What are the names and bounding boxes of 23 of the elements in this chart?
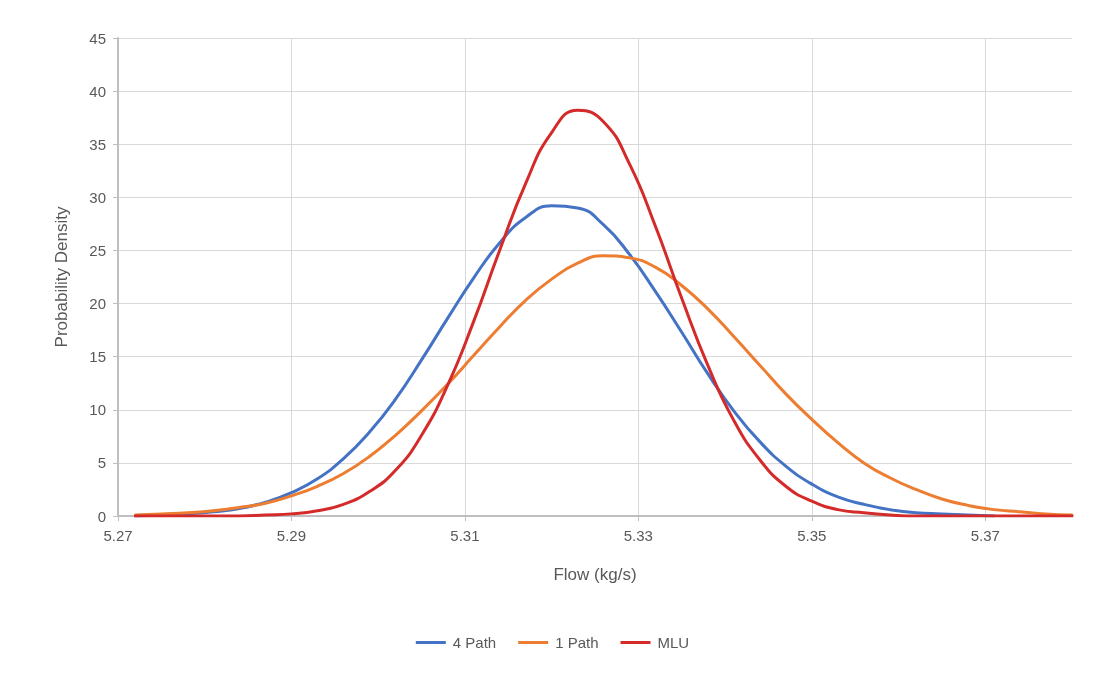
x-tick-label: 5.37 — [970, 527, 1000, 544]
y-tick-label: 40 — [89, 82, 106, 100]
y-tick-label: 35 — [89, 135, 106, 153]
x-tick-label: 5.29 — [276, 527, 307, 544]
legend-label: 4 Path — [452, 634, 497, 651]
legend-label: 1 Path — [555, 634, 599, 651]
y-tick-label: 45 — [89, 29, 106, 47]
y-tick-label: 5 — [97, 454, 106, 472]
y-axis-title: Probability Density — [52, 206, 71, 348]
y-tick-label: 25 — [89, 241, 106, 259]
x-tick-label: 5.33 — [623, 527, 653, 544]
y-tick-label: 0 — [97, 507, 106, 525]
y-tick-label: 30 — [89, 188, 106, 206]
y-tick-label: 20 — [89, 295, 106, 313]
x-tick-label: 5.27 — [103, 527, 133, 544]
y-tick-label: 15 — [89, 348, 106, 366]
line-series — [133, 254, 1074, 517]
y-tick-label: 10 — [89, 401, 106, 419]
x-tick-label: 5.31 — [450, 527, 480, 544]
x-axis-title: Flow (kg/s) — [553, 565, 637, 584]
line-series — [133, 108, 1074, 518]
x-tick-label: 5.35 — [797, 527, 827, 544]
legend-label: MLU — [657, 634, 690, 651]
